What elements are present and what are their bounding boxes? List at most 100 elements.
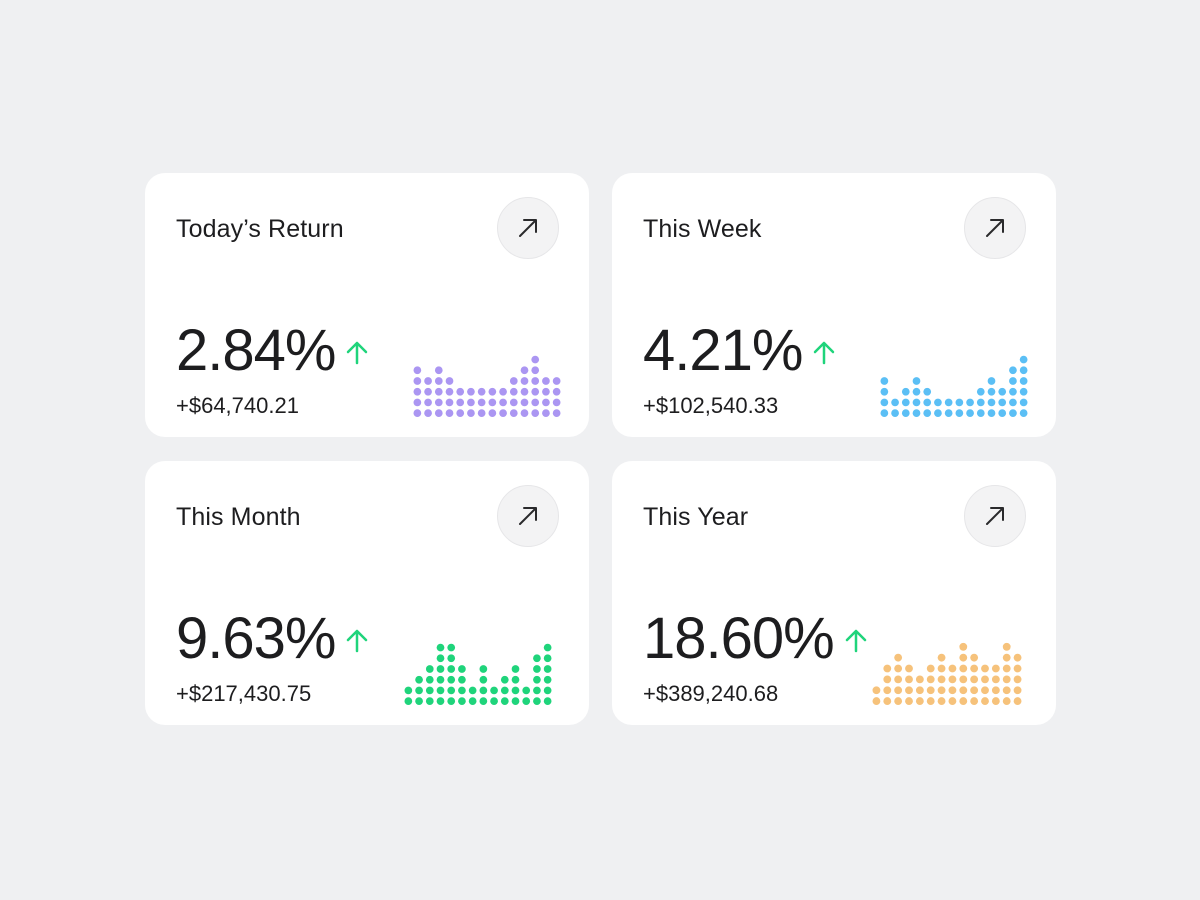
chart-dot [500,697,509,705]
return-percent: 2.84% [176,318,336,383]
chart-dot [542,398,550,407]
chart-dot [894,675,903,684]
chart-dot [901,409,910,417]
chart-dot [905,675,913,684]
chart-dot [490,686,498,695]
card-this-month[interactable]: This Month 9.63% +$217,430.75 [145,461,589,725]
chart-dot [542,387,550,396]
chart-dot [970,675,979,684]
chart-dot [447,686,456,695]
chart-dot [436,654,445,663]
chart-dot [520,387,529,396]
chart-dot [511,675,520,684]
chart-dot [944,398,953,407]
chart-dot [436,675,445,684]
dot-column [959,642,968,705]
chart-dot [533,697,541,705]
arrow-up-right-icon [519,219,537,237]
chart-dot [520,398,529,407]
chart-dot [413,387,422,396]
dot-column [467,387,475,417]
chart-dot [415,697,423,705]
dot-column [1013,653,1022,705]
chart-dot [915,697,924,705]
chart-dot [923,398,932,407]
chart-dot [543,686,552,695]
chart-dot [499,387,507,396]
chart-dot [937,653,946,662]
chart-dot [447,654,456,663]
card-todays-return[interactable]: Today’s Return 2.84% +$64,740.21 [145,173,589,437]
chart-dot [901,398,910,407]
open-details-button[interactable] [497,485,559,547]
card-this-year[interactable]: This Year 18.60% +$389,240.68 [612,461,1056,725]
chart-dot [543,675,552,684]
dot-column [891,398,899,417]
chart-dot [937,675,946,684]
chart-dot [880,377,889,385]
chart-dot [468,697,477,705]
chart-dot [998,409,1007,417]
chart-dot [543,697,552,705]
chart-dot [926,664,935,673]
dot-column [991,664,1000,705]
open-details-button[interactable] [497,197,559,259]
chart-dot [959,686,968,695]
card-title: This Month [176,503,301,531]
chart-dot [445,409,454,417]
dot-column [436,643,445,705]
dot-column [912,377,921,417]
chart-dot [447,675,456,684]
chart-dot [1002,642,1011,651]
chart-dot [923,409,932,417]
percent-row: 4.21% [643,320,835,382]
dot-column [425,665,434,705]
chart-dot [1013,664,1022,673]
dot-column [434,366,443,417]
arrow-up-icon [813,341,835,365]
chart-dot [499,398,507,407]
card-title: Today’s Return [176,215,344,243]
open-details-button[interactable] [964,485,1026,547]
chart-dot [434,366,443,375]
chart-dot [434,387,443,396]
chart-dot [901,387,910,396]
chart-dot [552,398,561,407]
chart-dot [533,665,541,673]
chart-dot [959,675,968,684]
chart-dot [413,377,422,385]
chart-dot [520,377,529,385]
dot-column [880,377,889,417]
chart-dot [509,387,518,396]
dot-column [1002,642,1011,705]
chart-dot [425,665,434,673]
return-percent: 4.21% [643,318,803,383]
chart-dot [531,387,540,396]
arrow-up-icon [845,629,867,653]
return-amount: +$389,240.68 [643,681,779,706]
chart-dot [456,387,465,396]
chart-dot [1013,675,1022,684]
card-this-week[interactable]: This Week 4.21% +$102,540.33 [612,173,1056,437]
dot-column [976,387,985,417]
chart-dot [531,377,540,385]
chart-dot [488,409,497,417]
dot-column [905,664,913,705]
chart-dot [458,686,466,695]
dot-column [479,665,488,705]
chart-dot [883,675,892,684]
arrow-up-right-icon [986,219,1004,237]
chart-dot [991,686,1000,695]
dot-column [987,377,996,417]
chart-dot [970,653,979,662]
dot-column [499,387,507,417]
chart-dot [490,697,498,705]
dot-column [531,355,540,417]
chart-dot [479,675,488,684]
chart-dot [511,665,520,673]
dot-column [509,377,518,417]
chart-dot [445,377,454,385]
chart-dot [520,366,529,375]
open-details-button[interactable] [964,197,1026,259]
chart-dot [434,377,443,385]
